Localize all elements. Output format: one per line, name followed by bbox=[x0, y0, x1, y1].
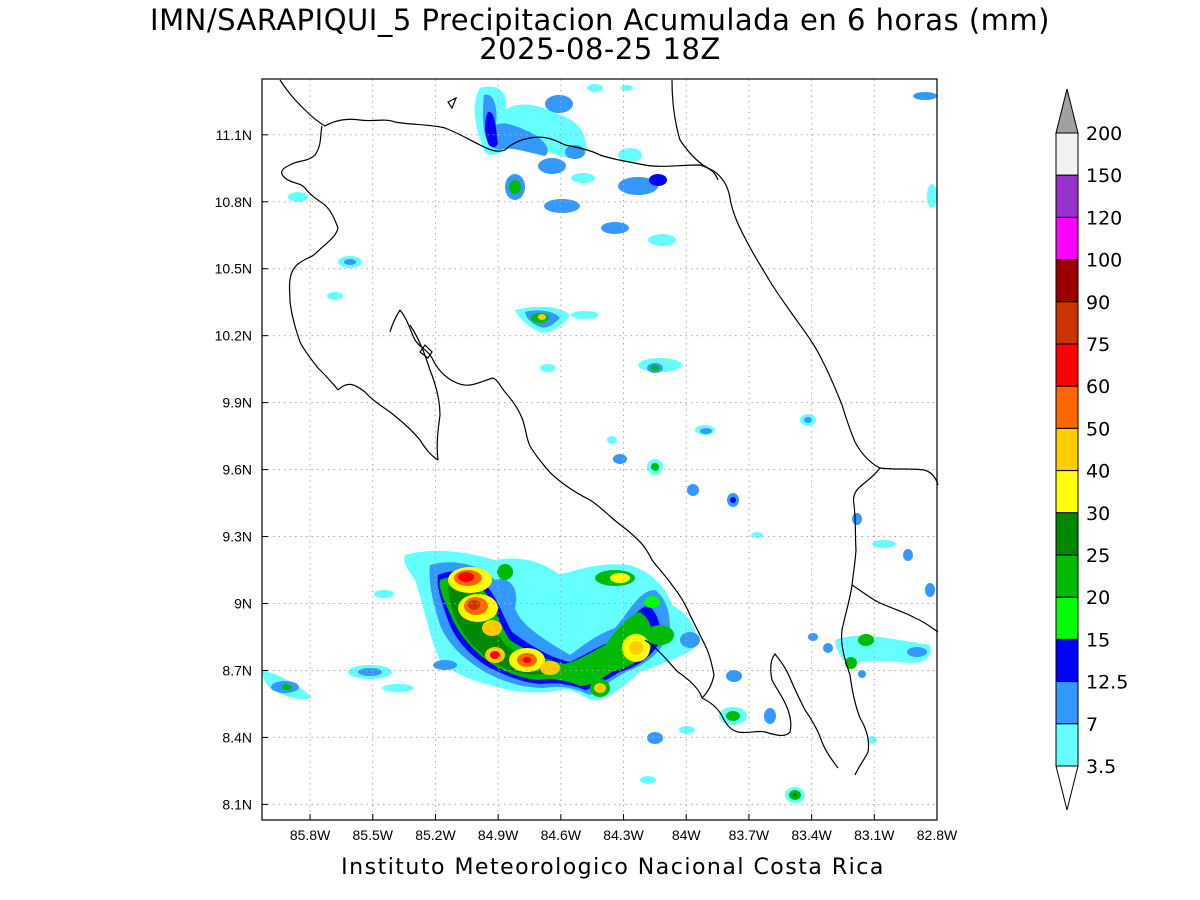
rain-band-southwest bbox=[374, 550, 700, 701]
legend-swatch bbox=[1055, 638, 1079, 683]
legend-swatch bbox=[1055, 301, 1079, 345]
lon-tick-label: 84.9W bbox=[478, 827, 519, 843]
legend-label: 120 bbox=[1086, 207, 1122, 229]
legend-label: 75 bbox=[1086, 334, 1110, 356]
legend-swatch bbox=[1055, 723, 1079, 767]
lon-tick-label: 84W bbox=[672, 827, 702, 843]
legend-swatch bbox=[1055, 512, 1079, 556]
legend-label: 15 bbox=[1086, 629, 1110, 651]
legend-swatch bbox=[1055, 259, 1079, 303]
lat-tick-label: 9.6N bbox=[222, 462, 252, 478]
lon-tick-label: 85.2W bbox=[415, 827, 456, 843]
legend-label: 20 bbox=[1086, 587, 1110, 609]
rain-cell-central bbox=[288, 192, 935, 597]
lon-tick-label: 83.1W bbox=[854, 827, 895, 843]
lat-tick-label: 9.9N bbox=[222, 395, 252, 411]
legend-swatch bbox=[1055, 596, 1079, 640]
legend-swatch bbox=[1055, 681, 1079, 725]
lon-tick-label: 83.4W bbox=[791, 827, 832, 843]
map-title: IMN/SARAPIQUI_5 Precipitacion Acumulada … bbox=[150, 3, 1050, 37]
legend-swatch bbox=[1055, 470, 1079, 514]
precipitation-field-layer bbox=[262, 84, 937, 803]
legend-label: 7 bbox=[1086, 714, 1098, 736]
legend-swatch bbox=[1055, 174, 1079, 218]
legend-label: 200 bbox=[1086, 123, 1122, 145]
map-frame bbox=[261, 78, 938, 821]
lon-tick-label: 84.6W bbox=[541, 827, 582, 843]
lat-tick-label: 8.7N bbox=[222, 662, 252, 678]
legend-label: 30 bbox=[1086, 503, 1110, 525]
lat-tick-label: 10.5N bbox=[215, 261, 252, 277]
lat-tick-label: 8.4N bbox=[222, 729, 252, 745]
lon-tick-label: 82.8W bbox=[917, 827, 958, 843]
lat-tick-label: 9N bbox=[234, 596, 252, 612]
legend-label: 12.5 bbox=[1086, 672, 1128, 694]
lat-tick-label: 11.1N bbox=[216, 127, 252, 143]
legend-label: 40 bbox=[1086, 461, 1110, 483]
rain-cell-south bbox=[262, 633, 931, 803]
lon-tick-label: 83.7W bbox=[729, 827, 770, 843]
legend-swatch bbox=[1055, 385, 1079, 429]
lon-tick-label: 85.5W bbox=[353, 827, 394, 843]
lat-tick-label: 10.8N bbox=[215, 194, 252, 210]
legend-over-arrow bbox=[1055, 88, 1079, 134]
coastline bbox=[279, 79, 939, 776]
legend-swatch bbox=[1055, 132, 1079, 176]
legend-label: 90 bbox=[1086, 292, 1110, 314]
color-legend: 200 150 120 100 90 75 60 50 40 30 25 20 15 12.5 7 3.5 bbox=[1055, 88, 1128, 811]
lon-tick-label: 84.3W bbox=[603, 827, 644, 843]
map-subtitle: 2025-08-25 18Z bbox=[479, 32, 721, 66]
lon-tick-label: 85.8W bbox=[290, 827, 331, 843]
legend-label: 100 bbox=[1086, 250, 1122, 272]
lat-tick-label: 10.2N bbox=[215, 328, 252, 344]
legend-swatch bbox=[1055, 427, 1079, 472]
legend-label: 25 bbox=[1086, 545, 1110, 567]
lat-tick-label: 8.1N bbox=[222, 796, 252, 812]
legend-label: 50 bbox=[1086, 418, 1110, 440]
legend-under-arrow bbox=[1055, 765, 1079, 811]
legend-label: 60 bbox=[1086, 376, 1110, 398]
legend-label: 3.5 bbox=[1086, 756, 1116, 778]
footer-credit: Instituto Meteorologico Nacional Costa R… bbox=[341, 855, 885, 880]
legend-swatch bbox=[1055, 554, 1079, 598]
rain-cell-northern-border bbox=[474, 84, 937, 246]
legend-swatch bbox=[1055, 216, 1079, 261]
map-axes: 85.8W 85.5W 85.2W 84.9W 84.6W 84.3W 84W 83.7W 83… bbox=[215, 127, 958, 843]
legend-swatch bbox=[1055, 343, 1079, 387]
grid-lines bbox=[262, 79, 938, 820]
lat-tick-label: 9.3N bbox=[222, 529, 252, 545]
legend-label: 150 bbox=[1086, 165, 1122, 187]
